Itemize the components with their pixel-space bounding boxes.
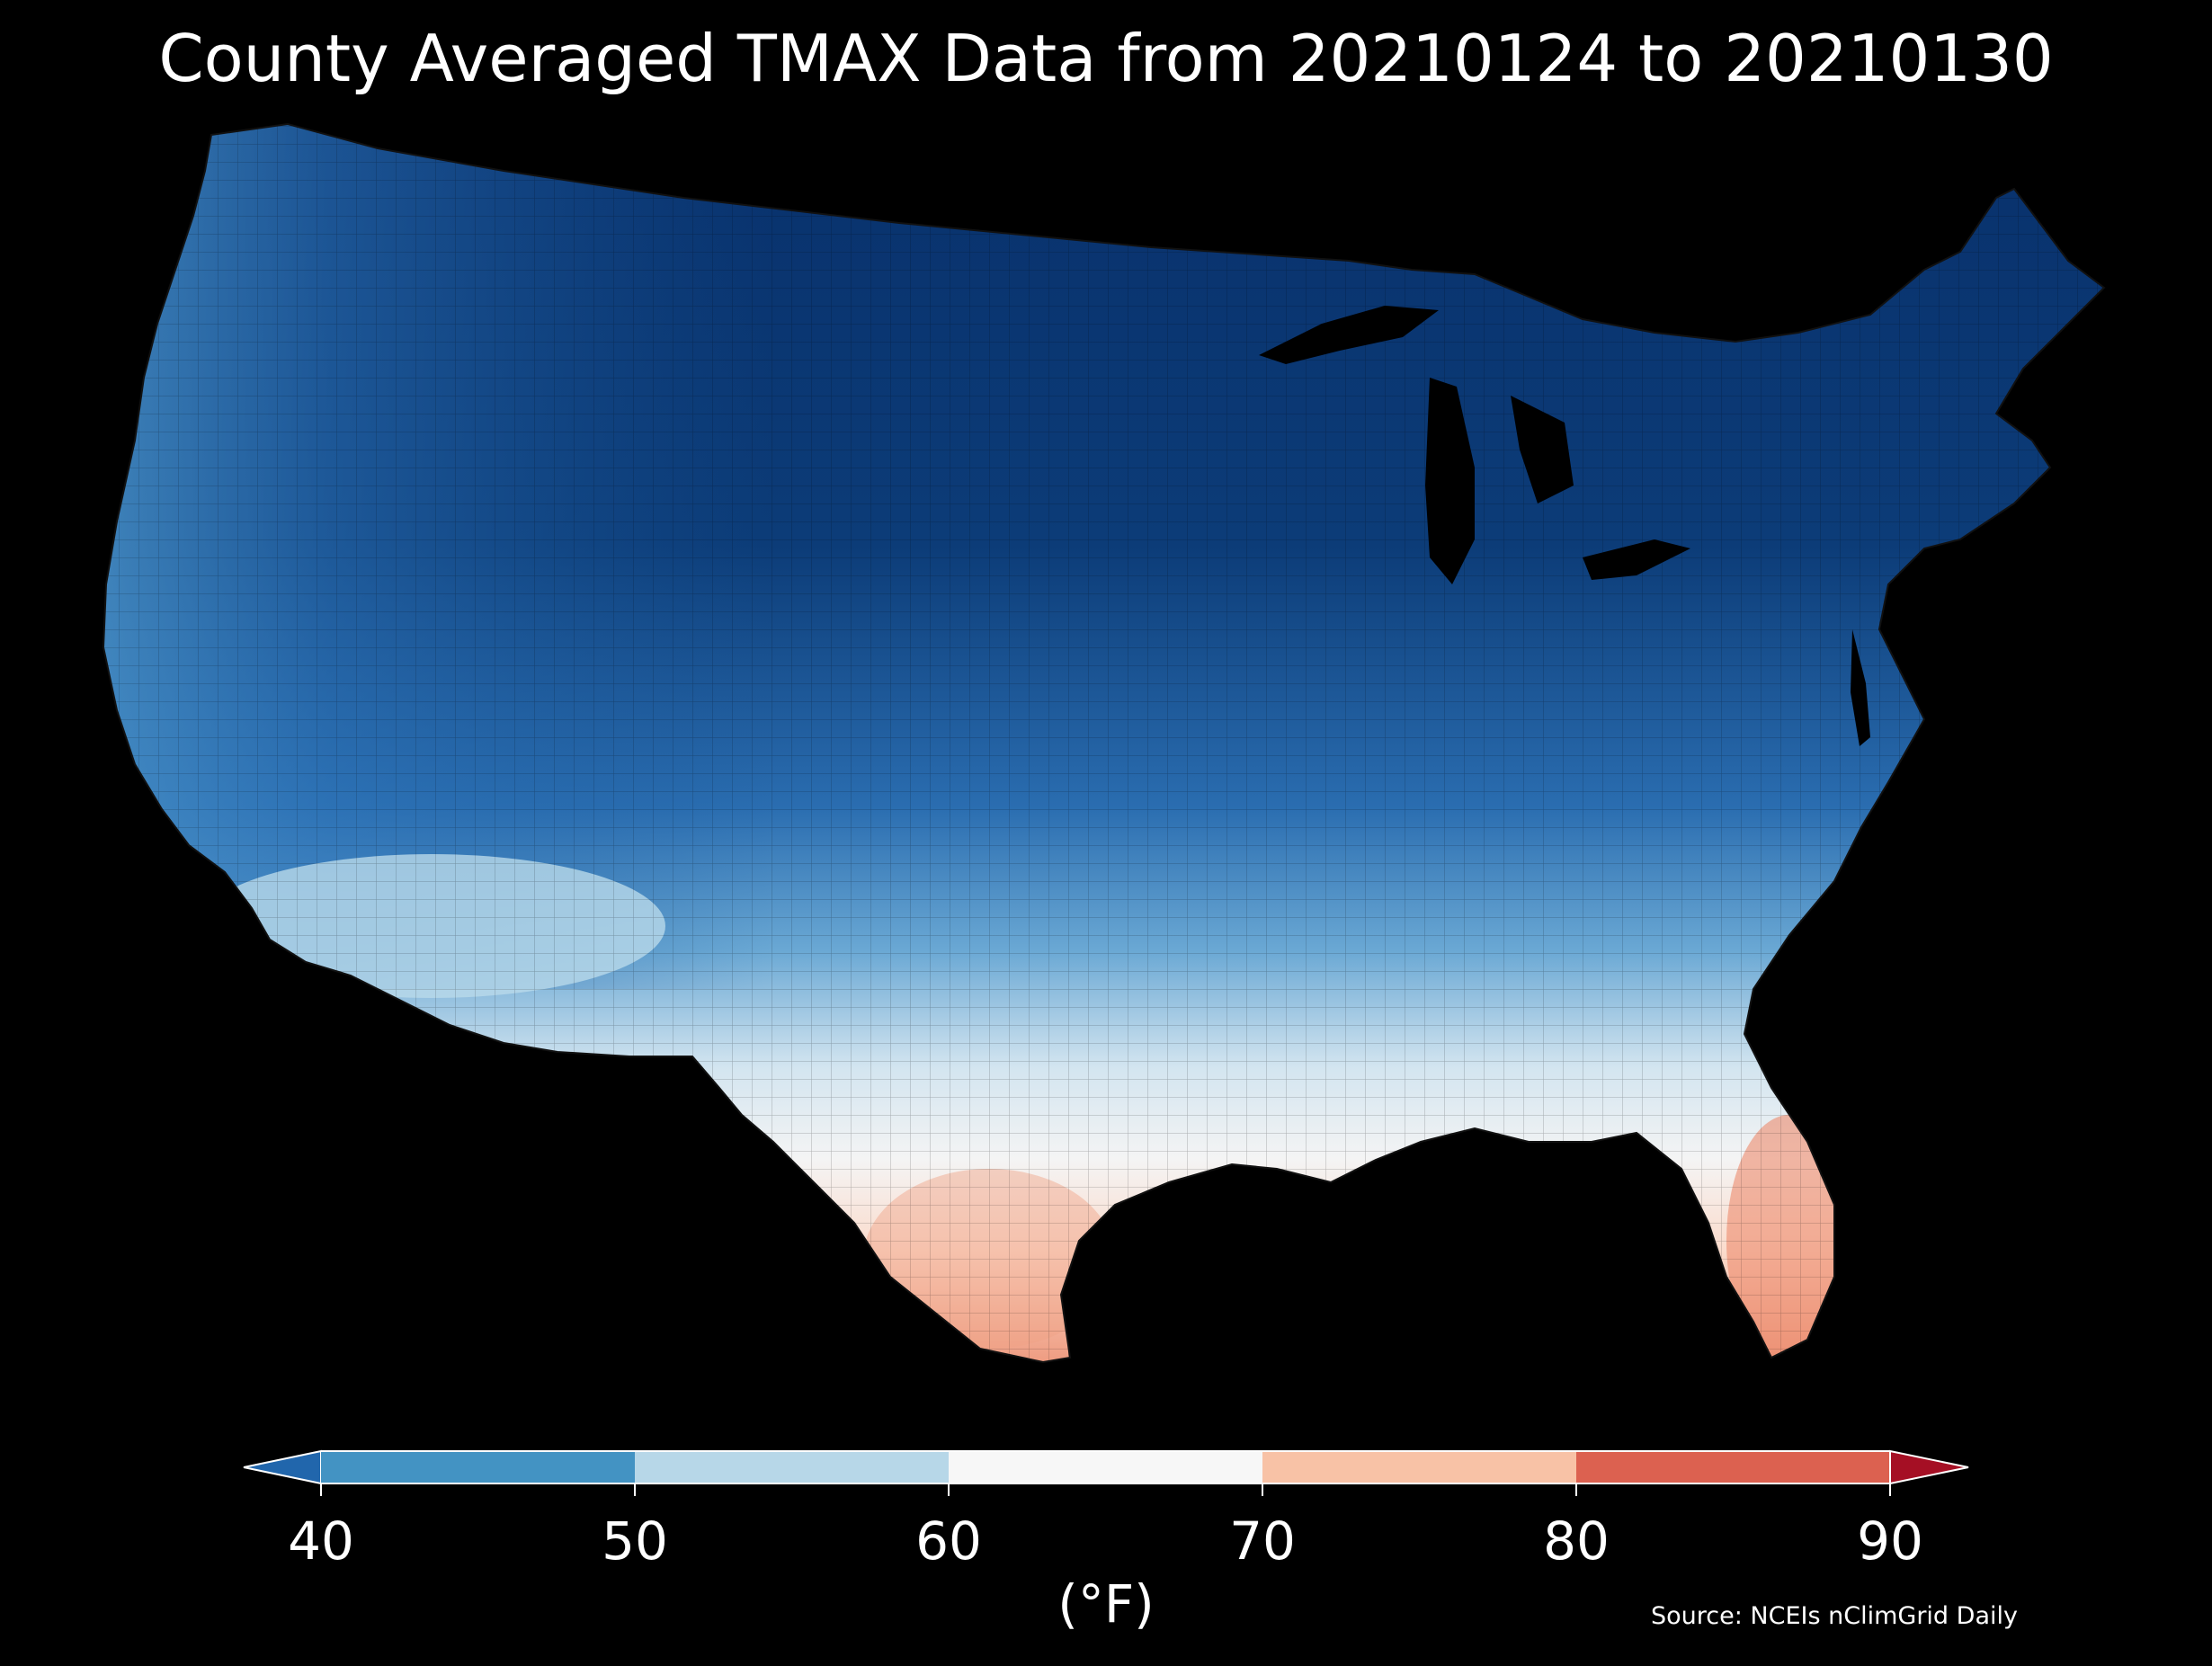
- colorbar-bin-40-50: [321, 1451, 635, 1483]
- colorbar-bin-80-90: [1576, 1451, 1890, 1483]
- colorbar-extend-high: [1889, 1449, 1969, 1485]
- colorbar-tick-label: 90: [1857, 1510, 1923, 1572]
- colorbar-tick-label: 50: [602, 1510, 668, 1572]
- source-note: Source: NCEIs nClimGrid Daily: [1651, 1602, 2018, 1630]
- colorbar-bin-70-80: [1262, 1451, 1576, 1483]
- lake-superior: [1259, 306, 1439, 364]
- lake-michigan: [1425, 378, 1475, 584]
- lake-huron: [1511, 396, 1574, 503]
- colorbar-ticks: [320, 1483, 1891, 1496]
- colorbar-tick-label: 70: [1229, 1510, 1296, 1572]
- colorbar-unit-label: (°F): [1057, 1573, 1155, 1635]
- contiguous-us-map: [103, 123, 2105, 1363]
- colorbar: [243, 1449, 1969, 1496]
- colorbar-tick-label: 60: [915, 1510, 982, 1572]
- county-boundaries: [103, 124, 2104, 1362]
- colorbar-extend-low: [243, 1449, 322, 1485]
- colorbar-bin-50-60: [635, 1451, 949, 1483]
- lake-erie: [1583, 539, 1690, 580]
- colorbar-bin-60-70: [949, 1451, 1262, 1483]
- colorbar-tick-label: 80: [1543, 1510, 1610, 1572]
- chesapeake-bay: [1851, 629, 1870, 746]
- map-title: County Averaged TMAX Data from 20210124 …: [158, 21, 2054, 96]
- colorbar-tick-label: 40: [288, 1510, 354, 1572]
